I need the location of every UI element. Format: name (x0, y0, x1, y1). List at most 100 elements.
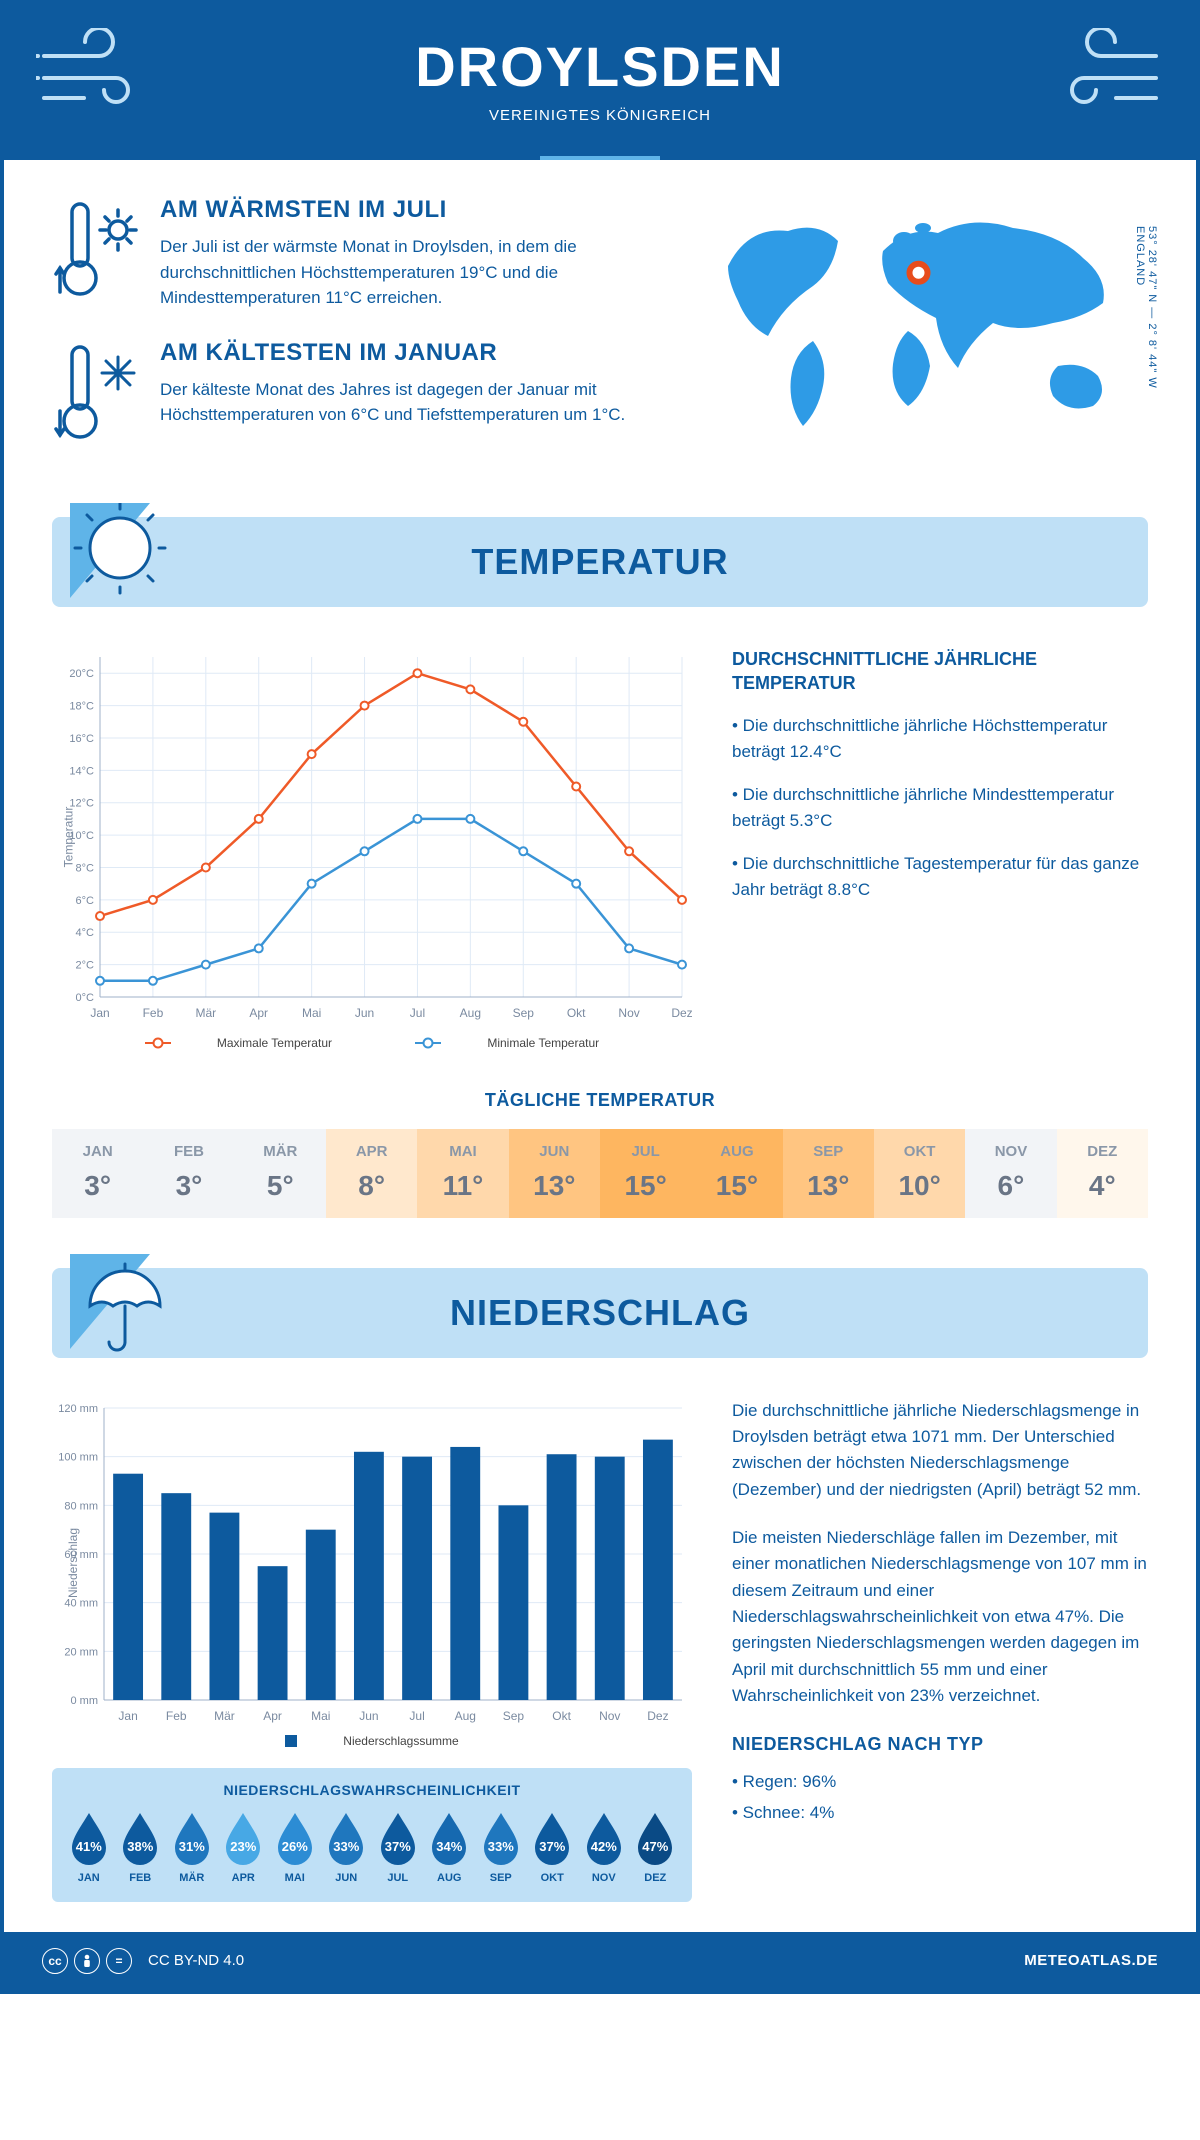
daily-cell: JUN13° (509, 1129, 600, 1218)
section-band-precip: NIEDERSCHLAG (52, 1268, 1148, 1358)
precip-legend: Niederschlagssumme (52, 1734, 692, 1750)
svg-text:Jan: Jan (118, 1709, 137, 1723)
raindrop-icon: 34% (426, 1810, 472, 1866)
probability-cell: 47% DEZ (631, 1810, 681, 1884)
svg-text:Mai: Mai (311, 1709, 330, 1723)
svg-text:40 mm: 40 mm (64, 1597, 98, 1609)
probability-pct: 23% (220, 1839, 266, 1854)
daily-month: AUG (691, 1143, 782, 1160)
probability-cell: 41% JAN (64, 1810, 114, 1884)
probability-month: JAN (64, 1872, 114, 1884)
svg-text:Jan: Jan (90, 1006, 109, 1020)
brand: METEOATLAS.DE (1024, 1952, 1158, 1969)
daily-value: 6° (965, 1170, 1056, 1202)
daily-cell: JAN3° (52, 1129, 143, 1218)
intro-row: AM WÄRMSTEN IM JULI Der Juli ist der wär… (52, 196, 1148, 477)
nd-icon: = (106, 1948, 132, 1974)
daily-cell: AUG 15° (691, 1129, 782, 1218)
probability-pct: 41% (66, 1839, 112, 1854)
temp-ylabel: Temperatur (61, 806, 75, 867)
svg-text:2°C: 2°C (76, 959, 95, 971)
map-marker (910, 264, 928, 282)
precip-ylabel: Niederschlag (66, 1527, 80, 1597)
probability-month: AUG (425, 1872, 475, 1884)
temp-summary-heading: DURCHSCHNITTLICHE JÄHRLICHE TEMPERATUR (732, 647, 1148, 696)
svg-text:6°C: 6°C (76, 894, 95, 906)
coords-latlon: 53° 28' 47" N — 2° 8' 44" W (1146, 226, 1158, 389)
raindrop-icon: 37% (529, 1810, 575, 1866)
precip-legend-label: Niederschlagssumme (343, 1734, 458, 1748)
probability-pct: 37% (375, 1839, 421, 1854)
svg-text:Sep: Sep (513, 1006, 535, 1020)
section-band-temperature: TEMPERATUR (52, 517, 1148, 607)
probability-month: SEP (476, 1872, 526, 1884)
probability-title: NIEDERSCHLAGSWAHRSCHEINLICHKEIT (64, 1782, 680, 1798)
coordinates: 53° 28' 47" N — 2° 8' 44" W ENGLAND (1134, 226, 1158, 389)
svg-text:Aug: Aug (455, 1709, 476, 1723)
daily-value: 11° (417, 1170, 508, 1202)
probability-month: DEZ (631, 1872, 681, 1884)
precip-bytype-heading: NIEDERSCHLAG NACH TYP (732, 1731, 1148, 1759)
temp-legend: Maximale Temperatur Minimale Temperatur (52, 1033, 692, 1050)
daily-month: JUN (509, 1143, 600, 1160)
probability-month: NOV (579, 1872, 629, 1884)
probability-cell: 42% NOV (579, 1810, 629, 1884)
svg-text:Aug: Aug (460, 1006, 481, 1020)
sun-icon (70, 503, 190, 613)
probability-month: OKT (528, 1872, 578, 1884)
precip-bytype-item: • Regen: 96% (732, 1769, 1148, 1795)
raindrop-icon: 26% (272, 1810, 318, 1866)
daily-month: APR (326, 1143, 417, 1160)
svg-text:Feb: Feb (143, 1006, 164, 1020)
raindrop-icon: 42% (581, 1810, 627, 1866)
svg-text:Nov: Nov (599, 1709, 620, 1723)
svg-text:0°C: 0°C (76, 992, 95, 1004)
svg-text:0 mm: 0 mm (71, 1695, 99, 1707)
temperature-summary: DURCHSCHNITTLICHE JÄHRLICHE TEMPERATUR •… (732, 647, 1148, 1050)
svg-text:Jul: Jul (409, 1709, 424, 1723)
temperature-row: Temperatur 0°C2°C4°C6°C8°C10°C12°C14°C16… (52, 647, 1148, 1050)
map-column: 53° 28' 47" N — 2° 8' 44" W ENGLAND (698, 196, 1148, 477)
content: AM WÄRMSTEN IM JULI Der Juli ist der wär… (4, 160, 1196, 1902)
probability-month: JUN (322, 1872, 372, 1884)
precip-p1: Die durchschnittliche jährliche Niedersc… (732, 1398, 1148, 1503)
svg-text:Dez: Dez (671, 1006, 692, 1020)
svg-text:8°C: 8°C (76, 862, 95, 874)
cc-icon: cc (42, 1948, 68, 1974)
svg-text:Mär: Mär (195, 1006, 216, 1020)
probability-cell: 26% MAI (270, 1810, 320, 1884)
probability-pct: 37% (529, 1839, 575, 1854)
daily-value: 13° (783, 1170, 874, 1202)
header-divider (540, 156, 660, 160)
precip-p2: Die meisten Niederschläge fallen im Deze… (732, 1525, 1148, 1709)
svg-text:20 mm: 20 mm (64, 1646, 98, 1658)
daily-month: JAN (52, 1143, 143, 1160)
svg-text:80 mm: 80 mm (64, 1500, 98, 1512)
probability-month: APR (219, 1872, 269, 1884)
section-title-precip: NIEDERSCHLAG (52, 1268, 1148, 1358)
daily-temp-grid: JAN3°FEB3°MÄR5°APR8°MAI11°JUN13°JUL15°AU… (52, 1129, 1148, 1218)
daily-value: 15° (600, 1170, 691, 1202)
facts-column: AM WÄRMSTEN IM JULI Der Juli ist der wär… (52, 196, 668, 477)
footer: cc = CC BY-ND 4.0 METEOATLAS.DE (4, 1932, 1196, 1990)
license-block: cc = CC BY-ND 4.0 (42, 1948, 244, 1974)
fact-warmest-text: Der Juli ist der wärmste Monat in Droyls… (160, 234, 668, 311)
raindrop-icon: 31% (169, 1810, 215, 1866)
raindrop-icon: 38% (117, 1810, 163, 1866)
svg-text:Dez: Dez (647, 1709, 668, 1723)
probability-pct: 33% (323, 1839, 369, 1854)
daily-cell: SEP13° (783, 1129, 874, 1218)
daily-value: 15° (691, 1170, 782, 1202)
thermometer-snow-icon (52, 339, 142, 449)
svg-text:Nov: Nov (618, 1006, 639, 1020)
svg-text:120 mm: 120 mm (58, 1403, 98, 1415)
probability-cell: 34% AUG (425, 1810, 475, 1884)
probability-band: NIEDERSCHLAGSWAHRSCHEINLICHKEIT 41% JAN … (52, 1768, 692, 1902)
daily-value: 8° (326, 1170, 417, 1202)
probability-cell: 33% SEP (476, 1810, 526, 1884)
probability-cell: 38% FEB (116, 1810, 166, 1884)
fact-warmest-title: AM WÄRMSTEN IM JULI (160, 196, 668, 224)
svg-text:Mai: Mai (302, 1006, 321, 1020)
raindrop-icon: 37% (375, 1810, 421, 1866)
precip-bytype-item: • Schnee: 4% (732, 1800, 1148, 1826)
